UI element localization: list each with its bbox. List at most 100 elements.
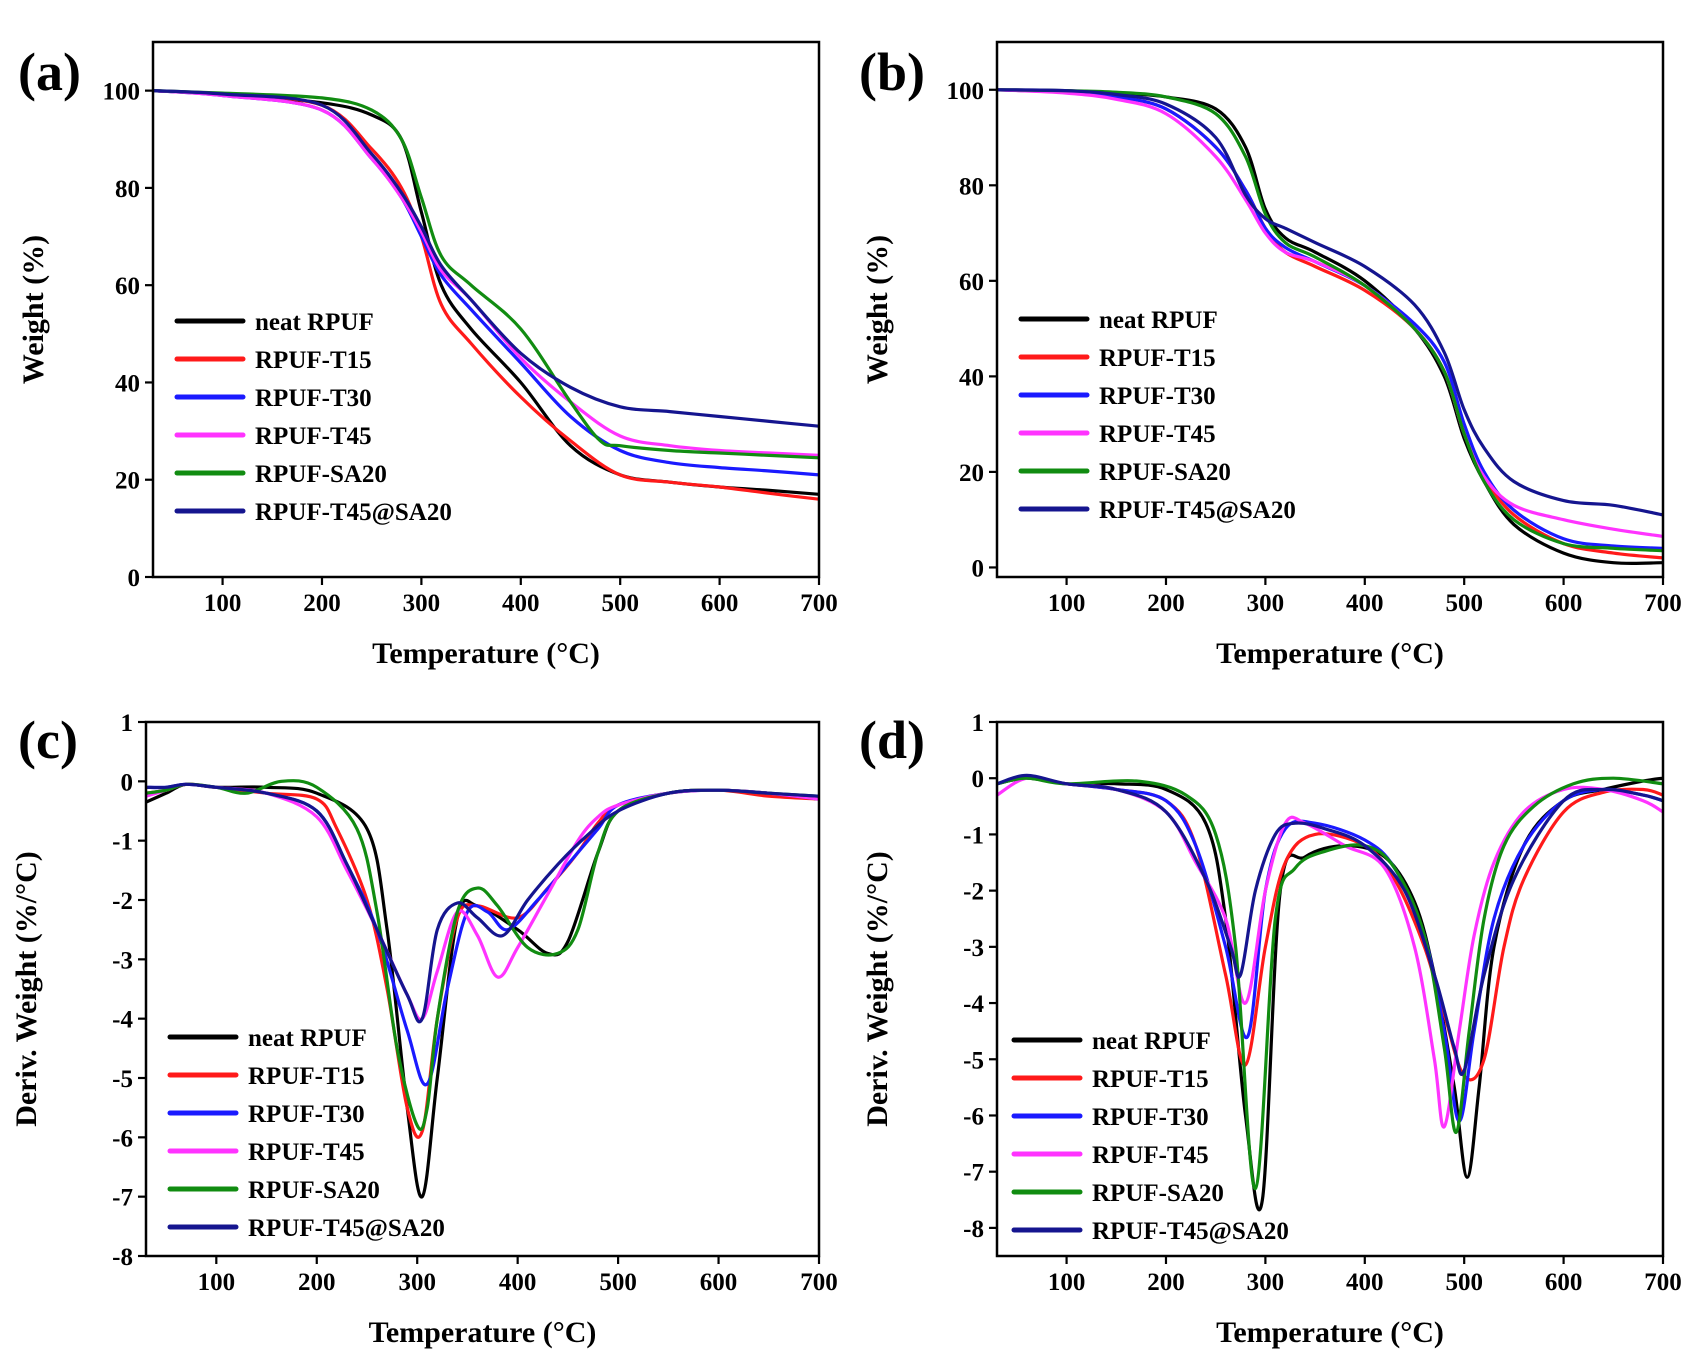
y-tick-label: 0 [972,766,985,793]
y-tick-label: 1 [121,710,134,737]
series-group [146,779,819,1199]
y-tick-label: -8 [112,1244,133,1271]
y-tick-label: -4 [963,991,984,1018]
x-tick-label: 500 [1445,590,1483,617]
legend: neat RPUF RPUF-T15 RPUF-T30 RPUF-T45 RPUF-SA… [174,309,452,526]
x-tick-label: 300 [398,1269,436,1296]
x-tick-label: 700 [800,590,838,617]
series-line-rpuf-sa20 [997,88,1663,553]
chart-panel-3: 100 200 300 400 500 600 700 1 0 -1 -2 -3 -4 -5 -6 -7 -8 T… [10,710,838,1349]
y-tick-label: -6 [963,1103,984,1130]
panel-label: (a) [18,42,81,102]
x-tick-label: 600 [1545,590,1583,617]
legend-label: neat RPUF [1099,307,1218,334]
y-tick-label: 60 [959,269,984,296]
series-line-rpuf-t45-sa20 [153,89,819,428]
legend-label: RPUF-SA20 [248,1177,380,1204]
series-line-rpuf-t30 [997,88,1663,550]
x-axis-title: Temperature (°C) [1216,1316,1444,1349]
legend-label: RPUF-T15 [1099,345,1216,372]
legend-label: neat RPUF [248,1025,367,1052]
x-tick-label: 400 [1346,590,1384,617]
x-tick-label: 200 [303,590,341,617]
chart-panel-4: 100 200 300 400 500 600 700 1 0 -1 -2 -3 -4 -5 -6 -7 -8 T… [859,710,1682,1349]
y-tick-label: -3 [112,947,133,974]
legend-label: RPUF-T45@SA20 [1092,1218,1289,1245]
x-axis-title: Temperature (°C) [369,1316,597,1349]
legend-label: RPUF-T15 [248,1063,365,1090]
plot-frame [995,40,1665,579]
y-tick-label: -7 [112,1185,133,1212]
y-axis-title: Weight (%) [17,235,50,384]
panel-label: (b) [859,42,925,102]
legend-label: RPUF-T30 [248,1101,365,1128]
series-line-rpuf-t30 [997,776,1663,1123]
x-tick-label: 600 [700,1269,738,1296]
chart-panel-2: 100 200 300 400 500 600 700 0 20 40 60 80 100 Tempera… [859,40,1682,670]
plot-frame [144,720,821,1258]
y-tick-label: 60 [115,273,140,300]
legend-label: RPUF-T45@SA20 [1099,497,1296,524]
y-tick-label: 80 [959,173,984,200]
legend-label: RPUF-T30 [1099,383,1216,410]
legend-label: RPUF-SA20 [255,461,387,488]
series-line-rpuf-t45 [997,88,1663,538]
legend-label: neat RPUF [1092,1028,1211,1055]
series-line-neat-rpuf [153,89,819,496]
panel-label: (c) [18,710,78,770]
x-tick-label: 300 [403,590,441,617]
legend-label: RPUF-T45@SA20 [255,499,452,526]
y-axis-title: Deriv. Weight (%/°C) [10,851,43,1127]
x-tick-label: 700 [800,1269,838,1296]
y-tick-label: -5 [963,1047,984,1074]
x-tick-label: 100 [1048,590,1086,617]
series-group [997,773,1663,1212]
x-tick-label: 700 [1644,1269,1682,1296]
chart-panel-1: 100 200 300 400 500 600 700 0 20 40 60 80 100 Tempera… [17,40,838,670]
series-line-rpuf-t30 [146,782,819,1087]
y-tick-label: 0 [121,769,134,796]
legend-label: RPUF-T30 [255,385,372,412]
y-axis-title: Deriv. Weight (%/°C) [861,851,894,1127]
legend-label: RPUF-SA20 [1099,459,1231,486]
y-tick-label: 1 [972,710,985,737]
legend-label: RPUF-T45 [248,1139,365,1166]
legend-label: RPUF-SA20 [1092,1180,1224,1207]
series-line-neat-rpuf [146,782,819,1199]
legend: neat RPUF RPUF-T15 RPUF-T30 RPUF-T45 RPUF-SA… [167,1025,445,1242]
y-tick-label: -1 [112,829,133,856]
legend-label: RPUF-T45 [1099,421,1216,448]
series-line-rpuf-t15 [997,88,1663,560]
y-tick-label: -2 [112,888,133,915]
legend: neat RPUF RPUF-T15 RPUF-T30 RPUF-T45 RPUF-SA… [1011,1028,1289,1245]
series-line-rpuf-t45 [153,89,819,457]
x-tick-label: 500 [1445,1269,1483,1296]
x-tick-label: 300 [1247,1269,1285,1296]
y-tick-label: -4 [112,1007,133,1034]
legend: neat RPUF RPUF-T15 RPUF-T30 RPUF-T45 RPUF-SA… [1018,307,1296,524]
plot-frame [995,720,1665,1258]
x-tick-label: 200 [1147,1269,1185,1296]
series-line-rpuf-t15 [146,782,819,1139]
series-line-rpuf-t45-sa20 [146,782,819,1024]
y-tick-label: -6 [112,1125,133,1152]
series-group [153,89,819,501]
y-tick-label: 100 [103,79,141,106]
x-tick-label: 200 [1147,590,1185,617]
x-tick-label: 100 [204,590,242,617]
legend-label: RPUF-T15 [255,347,372,374]
series-line-rpuf-sa20 [153,89,819,460]
series-group [997,88,1663,566]
legend-label: RPUF-T15 [1092,1066,1209,1093]
x-axis-title: Temperature (°C) [1216,637,1444,670]
x-tick-label: 400 [1346,1269,1384,1296]
y-axis-title: Weight (%) [861,235,894,384]
y-tick-label: 20 [115,468,140,495]
y-tick-label: -2 [963,879,984,906]
series-line-neat-rpuf [997,88,1663,566]
y-tick-label: 40 [959,364,984,391]
legend-label: RPUF-T45@SA20 [248,1215,445,1242]
legend-label: RPUF-T45 [1092,1142,1209,1169]
